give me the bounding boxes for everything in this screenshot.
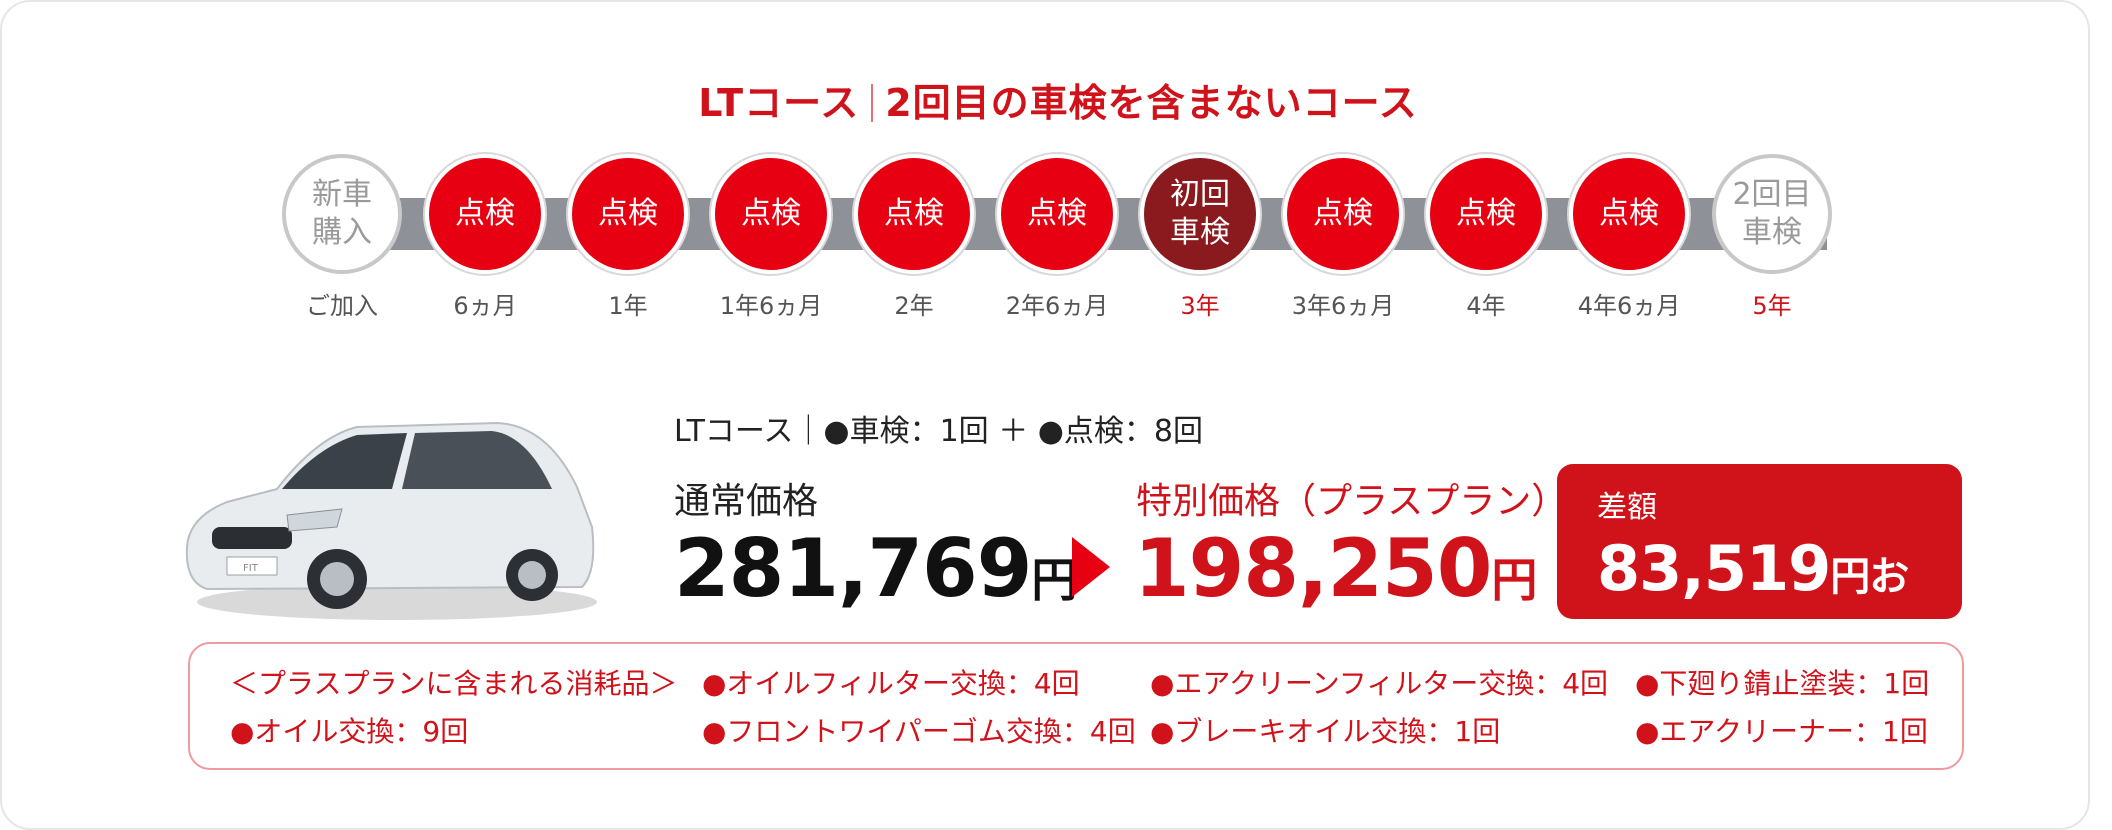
timeline-node-text: 新車 購入 bbox=[312, 177, 372, 250]
normal-price-label: 通常価格 bbox=[674, 481, 819, 522]
timeline-node-text: 点検 bbox=[884, 196, 944, 231]
timeline-label: 3年 bbox=[1180, 292, 1220, 320]
timeline-label: 4年 bbox=[1466, 292, 1506, 320]
consumables-title: ＜プラスプランに含まれる消耗品＞ bbox=[230, 667, 678, 700]
normal-price-yen: 円 bbox=[1031, 553, 1077, 607]
special-price-yen: 円 bbox=[1491, 553, 1537, 607]
timeline-label: 3年6ヵ月 bbox=[1291, 292, 1395, 320]
consumables-box: ＜プラスプランに含まれる消耗品＞ ●オイル交換：9回 ●オイルフィルター交換：4… bbox=[188, 642, 1964, 770]
car-emblem-text: FIT bbox=[243, 563, 259, 574]
timeline-node: 点検 bbox=[711, 154, 831, 274]
course-heading: LTコース 2回目の車検を含まないコース bbox=[2, 72, 2112, 127]
consumable-item: ●フロントワイパーゴム交換：4回 bbox=[702, 715, 1136, 748]
timeline-label: 4年6ヵ月 bbox=[1577, 292, 1681, 320]
timeline-node: 点検 bbox=[1426, 154, 1546, 274]
timeline-node: 点検 bbox=[997, 154, 1117, 274]
car-headlight bbox=[286, 508, 343, 532]
car-rear-hub bbox=[518, 561, 546, 589]
timeline-node: 点検 bbox=[568, 154, 688, 274]
special-price-label: 特別価格（プラスプラン） bbox=[1136, 481, 1568, 522]
timeline-node: 点検 bbox=[425, 154, 545, 274]
timeline-label: ご加入 bbox=[306, 292, 378, 320]
timeline-node: 初回 車検 bbox=[1140, 154, 1260, 274]
savings-badge: 差額 83,519円お得！ bbox=[1557, 464, 1962, 673]
consumable-item: ●オイル交換：9回 bbox=[230, 715, 469, 748]
timeline-node: 点検 bbox=[854, 154, 974, 274]
car-shadow bbox=[197, 584, 597, 620]
consumable-item: ●エアクリーンフィルター交換：4回 bbox=[1150, 667, 1609, 700]
savings-suffix: 円お得！ bbox=[1597, 554, 1909, 673]
consumable-item: ●ブレーキオイル交換：1回 bbox=[1150, 715, 1501, 748]
timeline-node-text: 点検 bbox=[741, 196, 801, 231]
normal-price-value: 281,769 bbox=[674, 522, 1032, 615]
consumable-item: ●オイルフィルター交換：4回 bbox=[702, 667, 1080, 700]
car-side-window bbox=[402, 431, 552, 489]
arrow-right-icon bbox=[1072, 537, 1110, 597]
timeline-node: 2回目 車検 bbox=[1712, 154, 1832, 274]
special-price: 198,250円 bbox=[1134, 522, 1537, 615]
normal-price: 281,769円 bbox=[674, 522, 1077, 615]
timeline-label: 1年 bbox=[608, 292, 648, 320]
consumable-item: ●下廻り錆止塗装：1回 bbox=[1635, 667, 1930, 700]
timeline-node-text: 点検 bbox=[1313, 196, 1373, 231]
timeline-node-text: 点検 bbox=[455, 196, 515, 231]
timeline-node: 新車 購入 bbox=[282, 154, 402, 274]
timeline-node-text: 点検 bbox=[598, 196, 658, 231]
consumable-item: ●エアクリーナー：1回 bbox=[1635, 715, 1928, 748]
timeline-node-text: 点検 bbox=[1599, 196, 1659, 231]
course-heading-left: LTコース bbox=[698, 81, 860, 125]
car-front-hub bbox=[320, 562, 354, 596]
timeline-label: 2年6ヵ月 bbox=[1005, 292, 1109, 320]
timeline-label: 2年 bbox=[894, 292, 934, 320]
car-grille bbox=[212, 527, 292, 549]
car-plate bbox=[226, 556, 278, 576]
course-heading-right: 2回目の車検を含まないコース bbox=[885, 81, 1418, 125]
course-summary: LTコース｜●車検：1回 ＋ ●点検：8回 bbox=[674, 414, 1204, 449]
timeline-node-text: 点検 bbox=[1456, 196, 1516, 231]
car-windshield bbox=[282, 433, 407, 489]
timeline-node-text: 初回 車検 bbox=[1170, 177, 1230, 250]
timeline-label: 6ヵ月 bbox=[453, 292, 517, 320]
savings-amount: 83,519円お得！ bbox=[1597, 532, 1922, 678]
heading-separator bbox=[871, 84, 874, 122]
timeline-label: 1年6ヵ月 bbox=[719, 292, 823, 320]
timeline-node-text: 点検 bbox=[1027, 196, 1087, 231]
savings-label: 差額 bbox=[1597, 490, 1657, 525]
timeline-node: 点検 bbox=[1569, 154, 1689, 274]
special-price-value: 198,250 bbox=[1134, 522, 1492, 615]
car-image: FIT bbox=[185, 421, 597, 620]
savings-value: 83,519 bbox=[1597, 532, 1831, 605]
timeline-node-text: 2回目 車検 bbox=[1732, 177, 1812, 250]
timeline-label: 5年 bbox=[1752, 292, 1792, 320]
timeline-node: 点検 bbox=[1283, 154, 1403, 274]
